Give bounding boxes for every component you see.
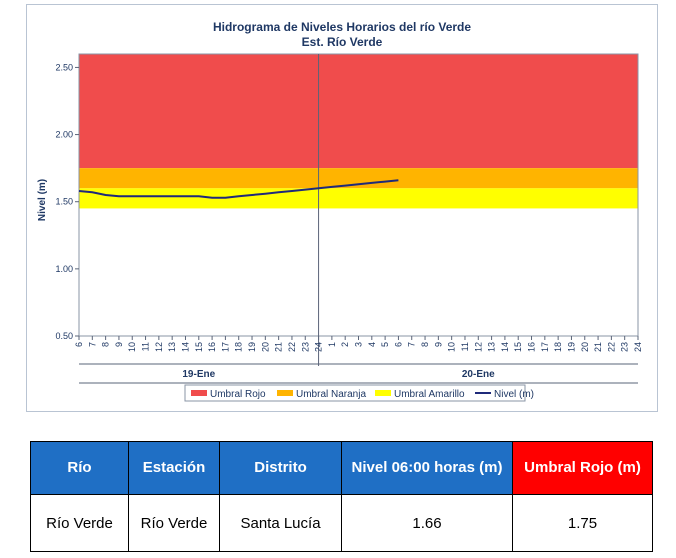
x-tick-label: 14 xyxy=(500,342,510,352)
x-tick-label: 7 xyxy=(87,342,97,347)
x-tick-label: 21 xyxy=(274,342,284,352)
plot-area: 0.501.001.502.002.506 7 8 9 10 11 12 13 14 15 16 17… xyxy=(55,53,643,384)
x-tick-label: 20 xyxy=(580,342,590,352)
hydrograph-chart: Hidrograma de Niveles Horarios del río V… xyxy=(37,20,643,402)
x-tick-label: 9 xyxy=(114,342,124,347)
x-tick-label: 9 xyxy=(433,342,443,347)
y-tick-label: 1.00 xyxy=(55,264,73,274)
y-axis-label: Nivel (m) xyxy=(37,179,48,221)
x-tick-label: 23 xyxy=(300,342,310,352)
y-tick-label: 2.50 xyxy=(55,62,73,72)
y-tick-label: 0.50 xyxy=(55,331,73,341)
header-umbral-rojo: Umbral Rojo (m) xyxy=(512,441,653,495)
x-tick-label: 14 xyxy=(180,342,190,352)
series-line-nivel-m- xyxy=(78,179,399,199)
x-tick-label: 16 xyxy=(527,342,537,352)
legend-swatch xyxy=(277,390,293,396)
cell-nivel: 1.66 xyxy=(341,494,513,552)
x-tick-label: 19 xyxy=(566,342,576,352)
x-tick-label: 24 xyxy=(633,342,643,352)
x-tick-label: 17 xyxy=(540,342,550,352)
cell-distrito: Santa Lucía xyxy=(219,494,342,552)
table-row: Río Verde Río Verde Santa Lucía 1.66 1.7… xyxy=(30,494,653,552)
x-tick-label: 15 xyxy=(194,342,204,352)
x-tick-label: 22 xyxy=(287,342,297,352)
x-tick-label: 15 xyxy=(513,342,523,352)
legend-item-label: Umbral Amarillo xyxy=(394,389,465,400)
threshold-band-umbral-naranja xyxy=(79,168,638,189)
x-tick-label: 23 xyxy=(620,342,630,352)
x-tick-label: 11 xyxy=(460,342,470,351)
x-tick-label: 6 xyxy=(74,342,84,347)
y-tick-label: 1.50 xyxy=(55,197,73,207)
threshold-band-umbral-rojo xyxy=(79,54,638,169)
x-tick-label: 2 xyxy=(340,342,350,347)
legend-swatch xyxy=(191,390,207,396)
header-nivel: Nivel 06:00 horas (m) xyxy=(341,441,513,495)
legend-box xyxy=(184,384,526,402)
x-tick-label: 21 xyxy=(593,342,603,352)
cell-rio: Río Verde xyxy=(30,494,129,552)
x-tick-label: 8 xyxy=(101,342,111,347)
x-tick-label: 11 xyxy=(141,342,151,351)
x-tick-label: 24 xyxy=(314,342,324,352)
x-tick-label: 13 xyxy=(167,342,177,352)
y-tick-label: 2.00 xyxy=(55,130,73,140)
x-tick-label: 13 xyxy=(487,342,497,352)
x-tick-label: 12 xyxy=(473,342,483,352)
legend: Umbral Rojo Umbral Naranja Umbral Amarillo… xyxy=(184,384,534,402)
x-tick-label: 3 xyxy=(354,342,364,347)
x-tick-label: 16 xyxy=(207,342,217,352)
legend-item-label: Nivel (m) xyxy=(494,389,534,400)
header-estacion: Estación xyxy=(128,441,220,495)
legend-swatch xyxy=(375,390,391,396)
x-tick-label: 5 xyxy=(380,342,390,347)
chart-subtitle: Est. Río Verde xyxy=(302,35,383,49)
x-tick-label: 19 xyxy=(247,342,257,352)
table-header-row: Río Estación Distrito Nivel 06:00 horas … xyxy=(30,441,653,495)
header-rio: Río xyxy=(30,441,129,495)
day-label: 20-Ene xyxy=(462,369,495,380)
x-tick-label: 18 xyxy=(553,342,563,352)
x-tick-label: 4 xyxy=(367,342,377,347)
x-tick-label: 17 xyxy=(220,342,230,352)
x-tick-label: 12 xyxy=(154,342,164,352)
x-tick-label: 20 xyxy=(260,342,270,352)
x-tick-label: 6 xyxy=(393,342,403,347)
x-tick-label: 10 xyxy=(447,342,457,352)
chart-frame: Hidrograma de Niveles Horarios del río V… xyxy=(26,4,658,412)
cell-umbral-rojo: 1.75 xyxy=(512,494,653,552)
x-tick-label: 7 xyxy=(407,342,417,347)
day-label: 19-Ene xyxy=(182,369,215,380)
x-tick-label: 10 xyxy=(127,342,137,352)
legend-item-label: Umbral Rojo xyxy=(210,389,266,400)
x-tick-label: 18 xyxy=(234,342,244,352)
cell-estacion: Río Verde xyxy=(128,494,220,552)
x-tick-label: 22 xyxy=(606,342,616,352)
x-tick-label: 8 xyxy=(420,342,430,347)
threshold-band-umbral-amarillo xyxy=(79,188,638,209)
legend-item-label: Umbral Naranja xyxy=(296,389,366,400)
level-summary-table: Río Estación Distrito Nivel 06:00 horas … xyxy=(30,441,653,552)
x-tick-label: 1 xyxy=(327,342,337,347)
header-distrito: Distrito xyxy=(219,441,342,495)
chart-title: Hidrograma de Niveles Horarios del río V… xyxy=(213,20,471,34)
